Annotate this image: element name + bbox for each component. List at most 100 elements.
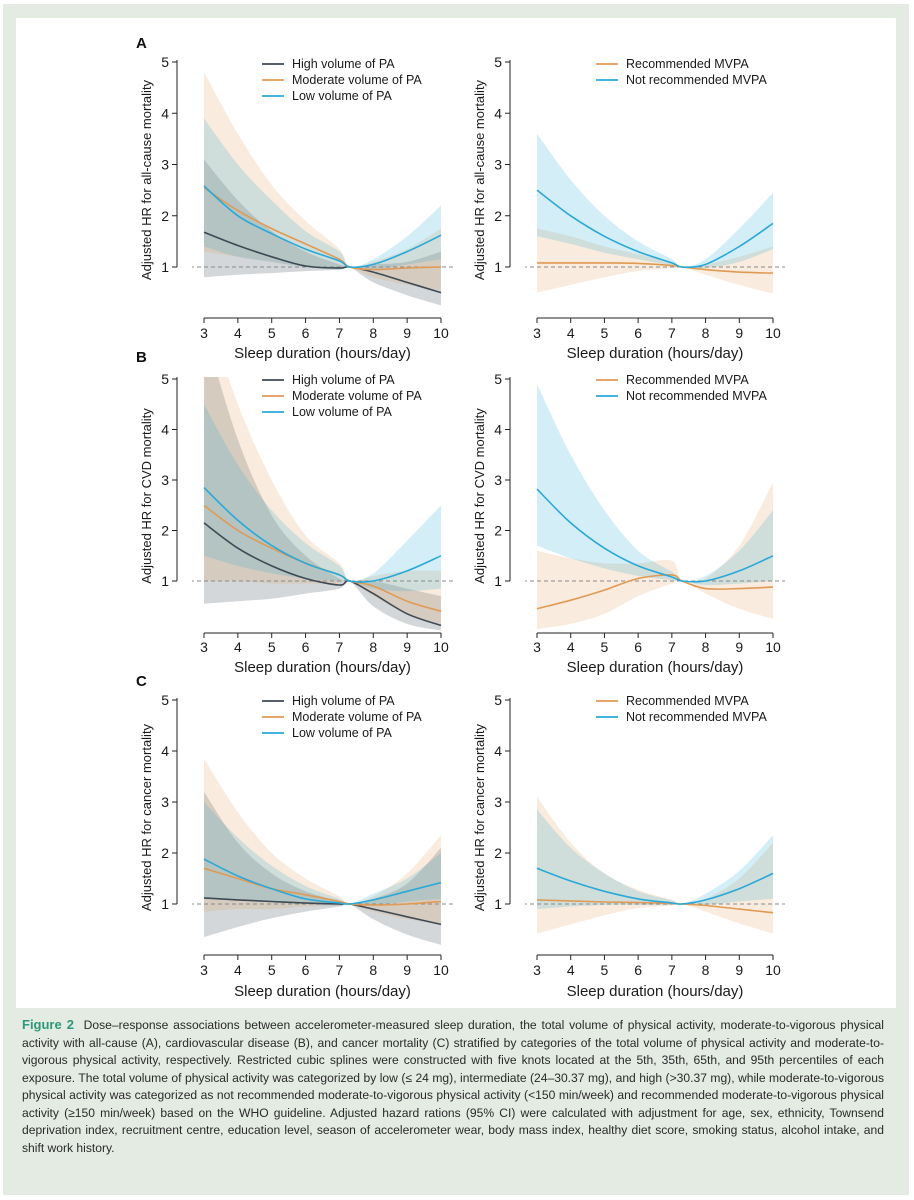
y-tick-label: 1 <box>161 259 169 275</box>
legend-label-moderate: Moderate volume of PA <box>292 73 422 87</box>
x-tick-label: 9 <box>403 639 411 655</box>
legend-label-low: Low volume of PA <box>292 726 392 740</box>
series-line-rec <box>536 262 774 274</box>
x-tick-label: 6 <box>302 639 310 655</box>
x-tick-label: 7 <box>336 325 344 341</box>
x-tick-label: 7 <box>668 962 676 978</box>
x-tick-label: 9 <box>735 325 743 341</box>
plot-area <box>525 133 785 294</box>
y-tick-label: 2 <box>161 845 169 861</box>
chart-B-left: 1 2 3 4 5 3 4 5 6 7 8 9 10 Sleep duration (hours/day)… <box>136 349 453 676</box>
x-tick-label: 5 <box>268 325 276 341</box>
series-line-high <box>203 897 442 926</box>
x-tick-label: 9 <box>403 962 411 978</box>
ci-band-rec <box>537 796 773 934</box>
y-tick-label: 3 <box>494 472 502 488</box>
series-line-high <box>203 231 442 294</box>
plot-area <box>192 72 453 306</box>
legend-label-high: High volume of PA <box>292 57 395 71</box>
series-line-low <box>203 858 442 905</box>
x-tick-label: 10 <box>433 962 449 978</box>
x-tick-label: 3 <box>200 962 208 978</box>
x-tick-label: 8 <box>702 325 710 341</box>
y-tick-label: 1 <box>161 573 169 589</box>
plot-area <box>525 796 785 934</box>
series-line-moderate <box>203 867 442 906</box>
series-line-moderate <box>203 186 442 271</box>
y-tick-label: 1 <box>494 573 502 589</box>
series-line-notrec <box>536 488 774 583</box>
series-line-notrec <box>536 867 774 905</box>
x-tick-label: 3 <box>200 325 208 341</box>
x-tick-label: 6 <box>302 962 310 978</box>
legend-label-low: Low volume of PA <box>292 405 392 419</box>
y-axis-label: Adjusted HR for all-cause mortality <box>139 79 154 280</box>
x-tick-label: 7 <box>336 639 344 655</box>
panel-letter: C <box>136 673 147 690</box>
caption-text: Dose–response associations between accel… <box>22 1018 884 1155</box>
x-tick-label: 5 <box>601 962 609 978</box>
y-tick-label: 2 <box>494 845 502 861</box>
x-axis-label: Sleep duration (hours/day) <box>234 659 411 676</box>
figure-plots: 1 2 3 4 5 3 4 5 6 7 8 9 10 Sleep duration (hours/day)… <box>136 35 785 1000</box>
x-tick-label: 3 <box>533 639 541 655</box>
x-tick-label: 4 <box>234 325 242 341</box>
legend-label-notrec: Not recommended MVPA <box>626 710 767 724</box>
y-tick-label: 3 <box>161 472 169 488</box>
x-tick-label: 8 <box>702 962 710 978</box>
x-tick-label: 8 <box>369 639 377 655</box>
ci-band-low <box>204 802 441 906</box>
series-line-notrec <box>536 189 774 269</box>
y-axis-label: Adjusted HR for CVD mortality <box>139 408 154 584</box>
x-tick-label: 5 <box>268 639 276 655</box>
x-tick-label: 5 <box>601 639 609 655</box>
x-tick-label: 9 <box>403 325 411 341</box>
x-tick-label: 7 <box>336 962 344 978</box>
y-tick-label: 5 <box>161 692 169 708</box>
legend-label-low: Low volume of PA <box>292 89 392 103</box>
ci-band-notrec <box>537 133 773 269</box>
y-tick-label: 5 <box>161 371 169 387</box>
x-tick-label: 7 <box>668 639 676 655</box>
panel-letter: B <box>136 349 147 366</box>
x-tick-label: 10 <box>765 325 781 341</box>
legend-label-rec: Recommended MVPA <box>626 373 749 387</box>
legend-label-high: High volume of PA <box>292 694 395 708</box>
y-tick-label: 1 <box>494 259 502 275</box>
legend-label-moderate: Moderate volume of PA <box>292 710 422 724</box>
y-tick-label: 2 <box>161 208 169 224</box>
y-tick-label: 5 <box>494 54 502 70</box>
legend-label-moderate: Moderate volume of PA <box>292 389 422 403</box>
x-axis-label: Sleep duration (hours/day) <box>234 983 411 1000</box>
x-tick-label: 8 <box>369 325 377 341</box>
x-tick-label: 4 <box>567 639 575 655</box>
x-axis-label: Sleep duration (hours/day) <box>567 345 744 362</box>
legend-label-notrec: Not recommended MVPA <box>626 389 767 403</box>
series-line-rec <box>536 574 774 610</box>
figure-panel <box>16 18 896 1008</box>
figure-frame <box>3 4 909 1195</box>
y-tick-label: 4 <box>161 105 169 121</box>
legend-label-notrec: Not recommended MVPA <box>626 73 767 87</box>
x-tick-label: 8 <box>369 962 377 978</box>
x-axis-label: Sleep duration (hours/day) <box>234 345 411 362</box>
y-tick-label: 4 <box>494 105 502 121</box>
chart-A-right: 1 2 3 4 5 3 4 5 6 7 8 9 10 Sleep duration (hours/day)… <box>472 54 785 362</box>
y-axis-label: Adjusted HR for cancer mortality <box>139 723 154 911</box>
ci-band-moderate <box>204 758 441 925</box>
y-tick-label: 1 <box>161 896 169 912</box>
series-line-low <box>203 487 442 583</box>
y-tick-label: 4 <box>494 743 502 759</box>
chart-A-left: 1 2 3 4 5 3 4 5 6 7 8 9 10 Sleep duration (hours/day)… <box>136 35 453 362</box>
x-tick-label: 10 <box>765 639 781 655</box>
legend-label-rec: Recommended MVPA <box>626 694 749 708</box>
ci-band-low <box>204 118 441 270</box>
y-tick-label: 3 <box>161 794 169 810</box>
plot-area <box>192 377 453 631</box>
y-tick-label: 5 <box>494 371 502 387</box>
x-tick-label: 4 <box>567 325 575 341</box>
x-tick-label: 5 <box>268 962 276 978</box>
y-tick-label: 4 <box>494 422 502 438</box>
y-tick-label: 2 <box>161 523 169 539</box>
ci-band-rec <box>537 228 773 294</box>
